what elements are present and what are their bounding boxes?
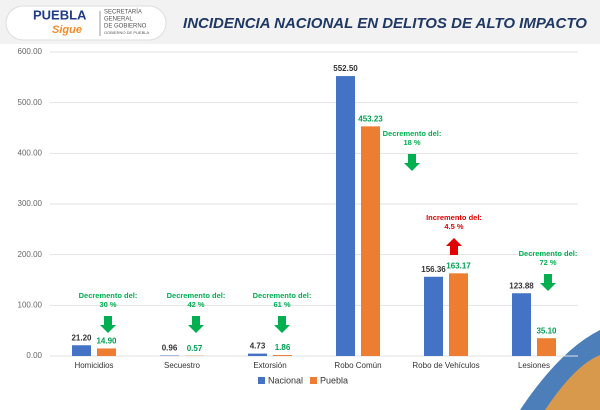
annotation: Decremento del: xyxy=(79,291,138,300)
y-tick-label: 100.00 xyxy=(18,300,43,309)
annotation: Decremento del: xyxy=(253,291,312,300)
x-tick-label: Lesiones xyxy=(518,361,550,370)
annotation: 30 % xyxy=(99,300,116,309)
bar xyxy=(97,348,116,356)
value-label: 21.20 xyxy=(71,333,92,342)
annotation: 72 % xyxy=(539,258,556,267)
decor-swirl xyxy=(545,355,600,410)
trend-arrow xyxy=(100,316,116,333)
value-label: 156.36 xyxy=(421,265,446,274)
value-label: 552.50 xyxy=(333,64,358,73)
chart-title: INCIDENCIA NACIONAL EN DELITOS DE ALTO I… xyxy=(183,15,587,32)
bar xyxy=(361,126,380,356)
annotation: 18 % xyxy=(403,138,420,147)
value-label: 35.10 xyxy=(536,326,557,335)
y-tick-label: 400.00 xyxy=(18,148,43,157)
y-tick-label: 200.00 xyxy=(18,250,43,259)
bar xyxy=(72,345,91,356)
logo-sub: Sigue xyxy=(52,24,82,36)
org-line: DE GOBIERNO xyxy=(104,24,147,30)
bar xyxy=(248,353,267,356)
legend-label: Nacional xyxy=(268,375,303,385)
legend-swatch xyxy=(310,377,317,384)
value-label: 123.88 xyxy=(509,281,534,290)
org-line: GENERAL xyxy=(104,17,133,23)
annotation: Decremento del: xyxy=(167,291,226,300)
annotation: 61 % xyxy=(273,300,290,309)
bar xyxy=(512,293,531,356)
trend-arrow xyxy=(446,238,462,255)
y-tick-label: 500.00 xyxy=(18,98,43,107)
legend-label: Puebla xyxy=(320,375,348,385)
value-label: 0.96 xyxy=(162,344,178,353)
y-tick-label: 0.00 xyxy=(26,351,42,360)
x-tick-label: Robo Común xyxy=(334,361,381,370)
bar xyxy=(537,338,556,356)
logo-pill xyxy=(5,5,167,41)
trend-arrow xyxy=(540,274,556,291)
value-label: 163.17 xyxy=(446,261,471,270)
x-tick-label: Robo de Vehículos xyxy=(412,361,479,370)
bar xyxy=(424,276,443,356)
trend-arrow xyxy=(188,316,204,333)
value-label: 4.73 xyxy=(250,342,266,351)
org-line: GOBIERNO DE PUEBLA xyxy=(104,30,149,35)
annotation: 4.5 % xyxy=(444,222,464,231)
y-tick-label: 600.00 xyxy=(18,47,43,56)
legend-swatch xyxy=(258,377,265,384)
annotation: Decremento del: xyxy=(519,249,578,258)
x-tick-label: Secuestro xyxy=(164,361,201,370)
value-label: 453.23 xyxy=(358,114,383,123)
annotation: Incremento del: xyxy=(426,213,482,222)
logo: PUEBLA xyxy=(33,7,87,22)
annotation: Decremento del: xyxy=(383,129,442,138)
annotation: 42 % xyxy=(187,300,204,309)
bar xyxy=(273,355,292,356)
value-label: 1.86 xyxy=(275,343,291,352)
org-line: SECRETARÍA xyxy=(104,9,142,16)
x-tick-label: Homicidios xyxy=(74,361,113,370)
value-label: 0.57 xyxy=(187,344,203,353)
trend-arrow xyxy=(404,154,420,171)
value-label: 14.90 xyxy=(96,337,117,346)
bar xyxy=(449,273,468,356)
bar xyxy=(336,76,355,357)
trend-arrow xyxy=(274,316,290,333)
y-tick-label: 300.00 xyxy=(18,199,43,208)
x-tick-label: Extorsión xyxy=(253,361,286,370)
